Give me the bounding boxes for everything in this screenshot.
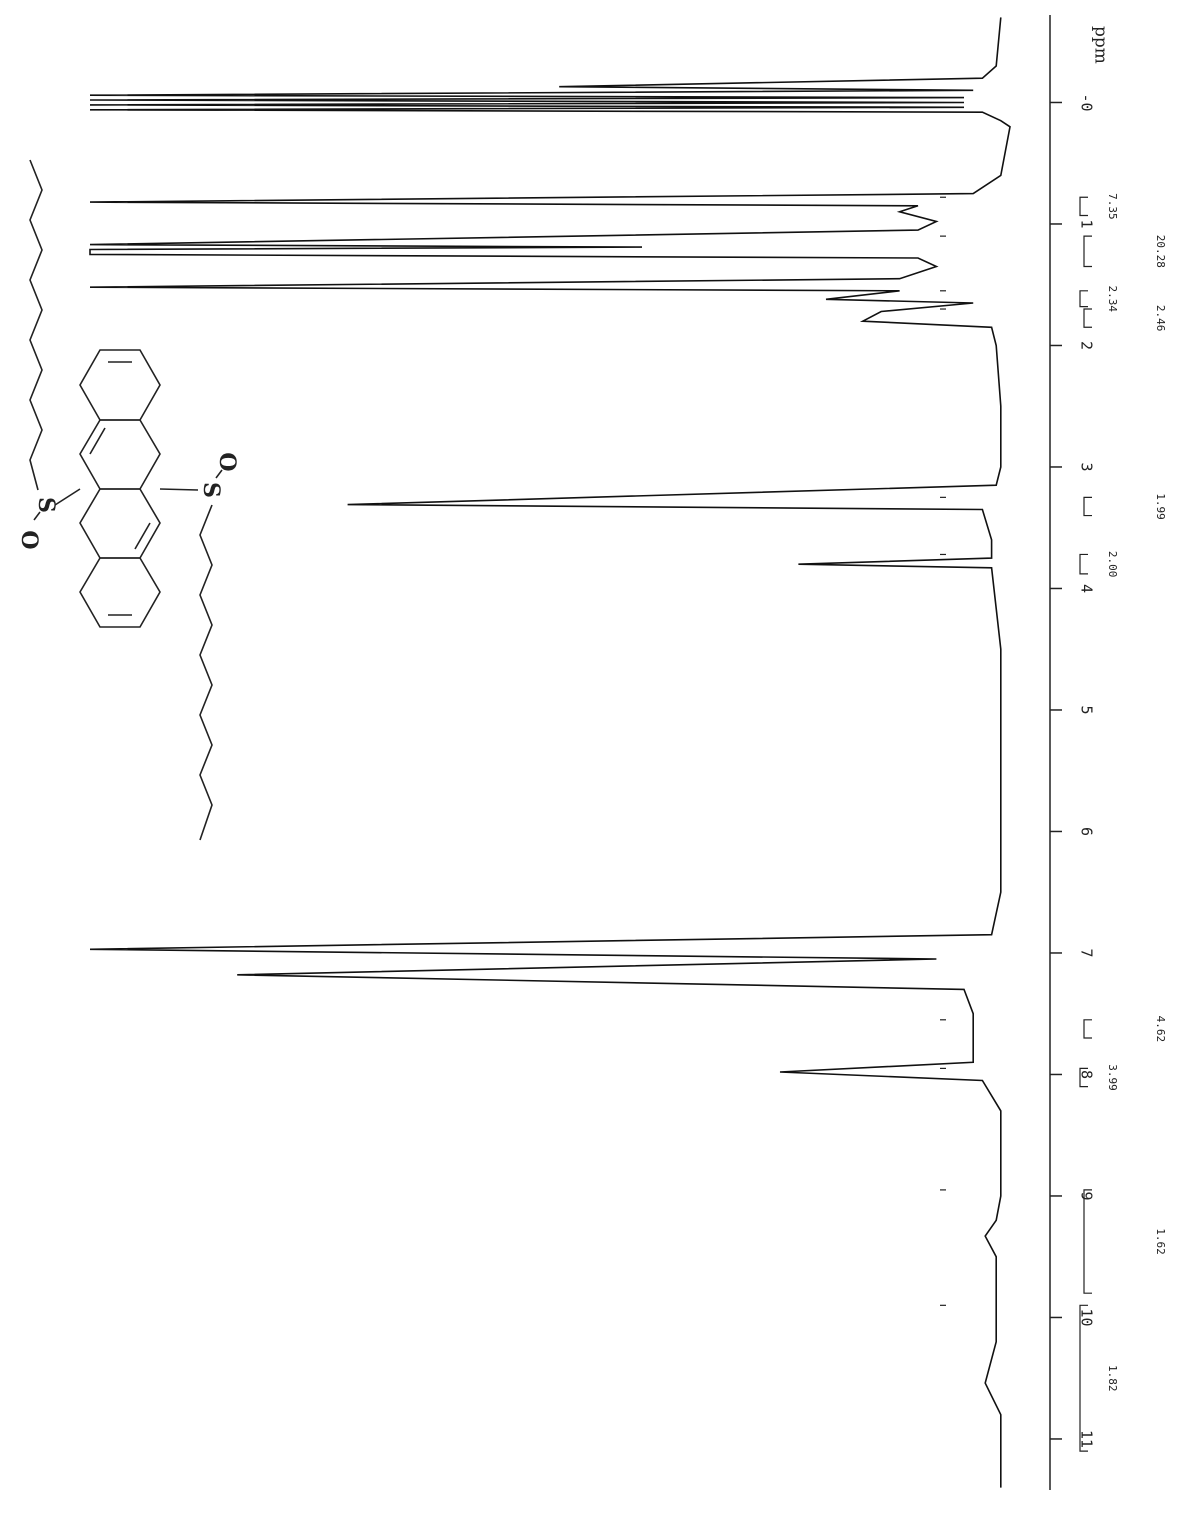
integral-bracket	[1079, 196, 1088, 217]
tick-label: 2	[1078, 341, 1096, 350]
atom-label: O	[214, 452, 240, 471]
bond	[215, 469, 223, 479]
tick-label: -0	[1078, 93, 1096, 111]
integral-bracket	[1079, 553, 1088, 575]
integral-label: 1.82	[1106, 1365, 1119, 1392]
bond	[89, 427, 106, 455]
integral-bracket	[1079, 290, 1088, 308]
integral-label: 2.34	[1106, 285, 1119, 312]
integral-bracket	[1083, 496, 1092, 517]
integral-label: 2.46	[1154, 305, 1167, 332]
spectrum-line	[89, 17, 1011, 1488]
integral-label: 2.00	[1106, 551, 1119, 578]
alkyl-chain	[199, 504, 213, 841]
integral-label: 7.35	[1106, 193, 1119, 220]
bond	[33, 511, 41, 521]
ring	[79, 557, 161, 628]
integral-label: 4.62	[1154, 1016, 1167, 1043]
bond	[54, 488, 81, 506]
integral-bracket	[1083, 308, 1092, 328]
integral-bracket	[1079, 1304, 1088, 1452]
tick-label: 8	[1078, 1070, 1096, 1079]
integral-label: 3.99	[1106, 1064, 1119, 1091]
tick-label: 6	[1078, 827, 1096, 836]
alkyl-chain	[29, 159, 43, 491]
tick-label: 10	[1078, 1308, 1096, 1326]
atom-label: S	[33, 497, 59, 513]
tick-label: 9	[1078, 1191, 1096, 1200]
integral-label: 1.99	[1154, 493, 1167, 520]
axis-label: ppm	[1091, 26, 1111, 64]
integral-bracket	[1083, 235, 1092, 268]
tick-label: 3	[1078, 462, 1096, 471]
tick-label: 11	[1078, 1430, 1096, 1448]
atom-label: S	[198, 482, 224, 498]
tick-label: 7	[1078, 948, 1096, 957]
tick-label: 5	[1078, 705, 1096, 714]
integral-bracket	[1083, 1019, 1092, 1039]
integral-label: 1.62	[1154, 1228, 1167, 1255]
atom-label: O	[16, 530, 42, 549]
integral-bracket	[1079, 1067, 1088, 1088]
bond	[134, 522, 151, 550]
integral-label: 20.28	[1154, 235, 1167, 268]
integral-bracket	[1083, 1189, 1092, 1294]
tick-label: 1	[1078, 219, 1096, 228]
bond	[159, 488, 199, 491]
tick-label: 4	[1078, 584, 1096, 593]
